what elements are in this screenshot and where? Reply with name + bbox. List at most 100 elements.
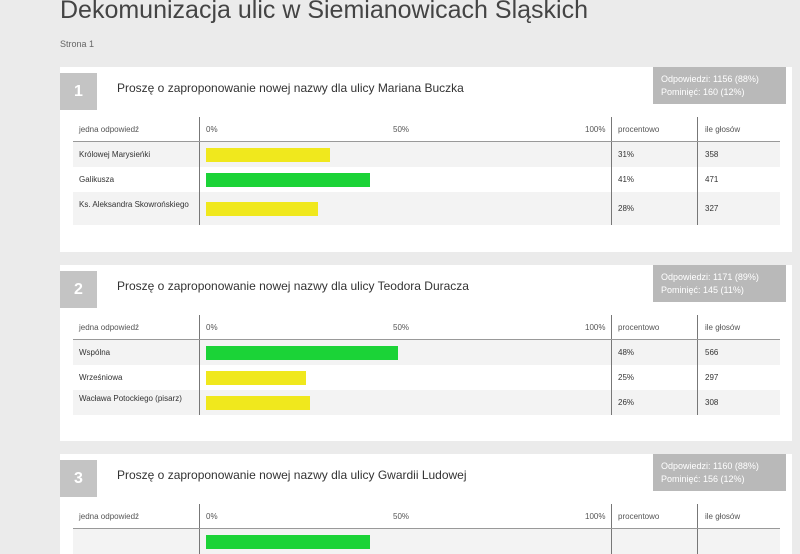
votes-value: 297 [705,372,719,382]
question-title: Proszę o zaproponowanie nowej nazwy dla … [117,279,469,293]
votes-value: 327 [705,203,719,213]
percent-value: 25% [618,372,635,382]
result-bar [206,172,370,187]
column-divider [199,529,200,554]
answered-count: Odpowiedzi: 1156 (88%) [661,74,759,84]
column-divider [199,340,200,365]
column-divider [697,504,698,528]
column-divider [611,504,612,528]
column-divider [611,340,612,365]
result-bar [206,147,330,162]
scale-label-0: 0% [206,323,218,332]
skipped-count: Pominięć: 160 (12%) [661,87,745,97]
header-percent: procentowo [618,125,660,134]
answer-label: Wspólna [79,347,111,357]
scale-label-0: 0% [206,512,218,521]
table-row [73,529,780,554]
scale-label-50: 50% [393,323,410,332]
scale-label-100: 100% [585,125,606,134]
page-label: Strona 1 [60,39,95,49]
column-divider [199,390,200,415]
table-row: Królowej Marysieńki 31% 358 [73,142,780,167]
skipped-count: Pominięć: 145 (11%) [661,285,744,295]
results-table: jedna odpowiedź 0% 50% 100% procentowo i… [73,315,780,415]
scale-label-100: 100% [585,323,606,332]
column-divider [199,192,200,225]
response-stats-badge: Odpowiedzi: 1156 (88%) Pominięć: 160 (12… [653,67,786,104]
percent-value: 28% [618,203,635,213]
question-number-badge: 3 [60,460,97,497]
header-votes: ile głosów [705,323,741,332]
percent-value: 48% [618,347,635,357]
header-percent: procentowo [618,323,660,332]
scale-label-100: 100% [585,512,606,521]
skipped-count: Pominięć: 156 (12%) [661,474,745,484]
header-votes: ile głosów [705,512,741,521]
column-divider [199,365,200,390]
table-header-row: jedna odpowiedź 0% 50% 100% procentowo i… [73,117,780,142]
column-divider [199,117,200,141]
column-divider [611,315,612,339]
column-divider [611,390,612,415]
response-stats-badge: Odpowiedzi: 1160 (88%) Pominięć: 156 (12… [653,454,786,491]
answer-label: Królowej Marysieńki [79,149,151,159]
column-divider [611,529,612,554]
column-divider [611,117,612,141]
table-row: Wspólna 48% 566 [73,340,780,365]
column-divider [697,192,698,225]
result-bar [206,201,318,216]
answered-count: Odpowiedzi: 1160 (88%) [661,461,759,471]
column-divider [199,142,200,167]
table-header-row: jedna odpowiedź 0% 50% 100% procentowo i… [73,315,780,340]
result-bar [206,534,370,549]
question-number-badge: 2 [60,271,97,308]
result-bar [206,395,310,410]
question-card: 1 Proszę o zaproponowanie nowej nazwy dla… [60,67,792,252]
column-divider [199,315,200,339]
header-answer: jedna odpowiedź [79,323,140,332]
question-card: 2 Proszę o zaproponowanie nowej nazwy dla… [60,265,792,441]
column-divider [697,167,698,192]
column-divider [697,340,698,365]
votes-value: 566 [705,347,719,357]
column-divider [697,390,698,415]
column-divider [697,529,698,554]
column-divider [199,167,200,192]
table-row: Wacława Potockiego (pisarz) 26% 308 [73,390,780,415]
question-title: Proszę o zaproponowanie nowej nazwy dla … [117,81,464,95]
scale-label-0: 0% [206,125,218,134]
votes-value: 471 [705,174,719,184]
results-table: jedna odpowiedź 0% 50% 100% procentowo i… [73,504,780,554]
column-divider [611,142,612,167]
response-stats-badge: Odpowiedzi: 1171 (89%) Pominięć: 145 (11… [653,265,786,302]
scale-label-50: 50% [393,125,410,134]
question-card: 3 Proszę o zaproponowanie nowej nazwy dla… [60,454,792,554]
column-divider [611,365,612,390]
table-row: Ks. Aleksandra Skowrońskiego 28% 327 [73,192,780,225]
question-number-badge: 1 [60,73,97,110]
answer-label: Galikusza [79,174,115,184]
answer-label: Wacława Potockiego (pisarz) [79,393,182,403]
table-row: Wrześniowa 25% 297 [73,365,780,390]
percent-value: 31% [618,149,635,159]
question-title: Proszę o zaproponowanie nowej nazwy dla … [117,468,467,482]
column-divider [697,117,698,141]
header-answer: jedna odpowiedź [79,512,140,521]
column-divider [611,192,612,225]
answer-label: Wrześniowa [79,372,123,382]
header-percent: procentowo [618,512,660,521]
column-divider [697,315,698,339]
page-title: Dekomunizacja ulic w Siemianowicach Śląs… [60,0,588,24]
votes-value: 308 [705,397,719,407]
header-answer: jedna odpowiedź [79,125,140,134]
results-table: jedna odpowiedź 0% 50% 100% procentowo i… [73,117,780,225]
percent-value: 41% [618,174,635,184]
column-divider [611,167,612,192]
answer-label: Ks. Aleksandra Skowrońskiego [79,199,189,209]
answered-count: Odpowiedzi: 1171 (89%) [661,272,759,282]
column-divider [199,504,200,528]
table-row: Galikusza 41% 471 [73,167,780,192]
column-divider [697,142,698,167]
votes-value: 358 [705,149,719,159]
header-votes: ile głosów [705,125,741,134]
